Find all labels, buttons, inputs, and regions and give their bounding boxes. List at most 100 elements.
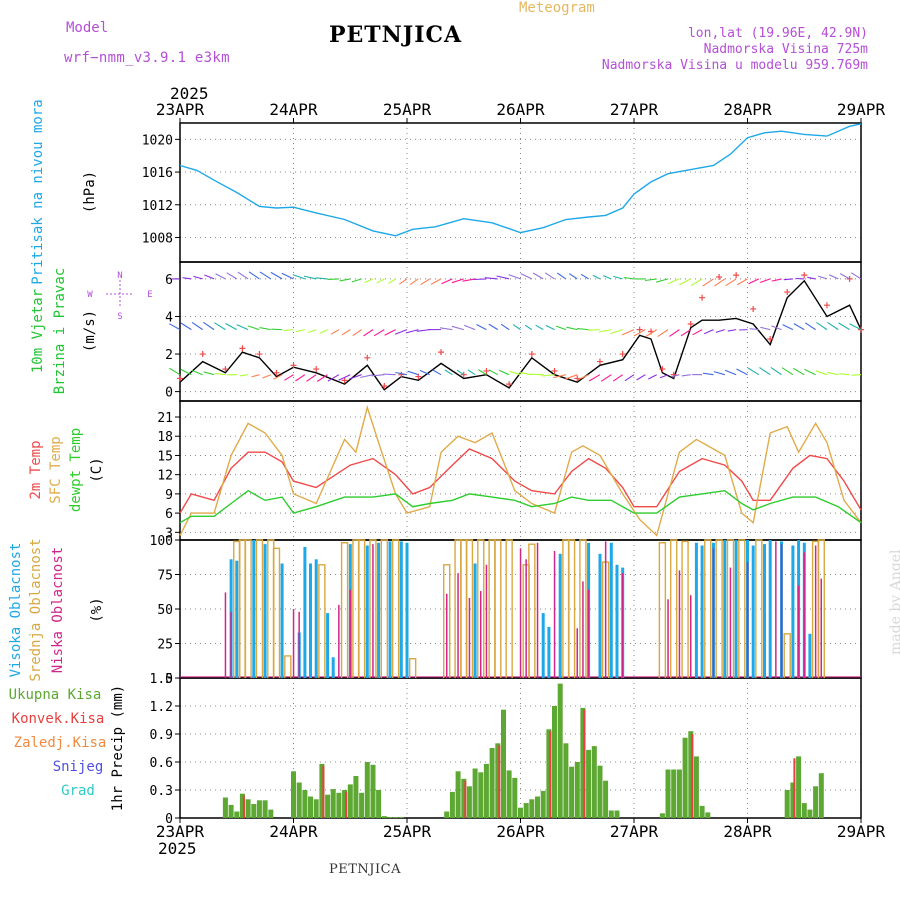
wind-marker <box>636 326 643 333</box>
wind-arrow <box>512 324 521 331</box>
compass-n: N <box>117 271 122 281</box>
wind-marker <box>716 274 723 281</box>
wind-arrow <box>520 273 533 280</box>
wind-arrow <box>680 329 692 337</box>
wind-arrow <box>262 374 272 379</box>
wind-arrow <box>702 372 714 376</box>
wind-arrow <box>496 275 510 280</box>
temp2m-line <box>179 448 862 514</box>
cloud-high-bar <box>768 540 772 678</box>
cloud-low-label: Niska Oblacnost <box>50 547 66 673</box>
cloud-low-bar <box>780 544 783 678</box>
precip-total-bar <box>659 813 665 818</box>
precip-total-bar <box>682 737 688 818</box>
wind-arrow <box>338 374 351 381</box>
wind-arrow <box>214 322 226 331</box>
wind-arrow <box>215 273 226 280</box>
precip-total-bar <box>370 764 376 818</box>
cloud-high-bar <box>723 540 727 678</box>
wind-marker <box>341 377 348 384</box>
wind-arrow <box>247 325 260 331</box>
wind-arrow <box>817 275 828 280</box>
wind-arrow <box>351 278 362 283</box>
wind-arrow <box>645 329 657 337</box>
cloud-high-bar <box>700 545 704 678</box>
wind-arrow <box>202 321 215 331</box>
precip-conv-bar <box>549 731 552 818</box>
wind-arrow <box>498 369 510 376</box>
wind-arrow <box>553 374 567 379</box>
wind-arrow <box>180 322 192 331</box>
cloud-high-bar <box>808 633 812 678</box>
wind-arrow <box>341 329 351 336</box>
cloud-mid-bar <box>715 539 723 678</box>
cloud-mid-bar <box>408 657 417 678</box>
wind-arrow <box>476 324 487 331</box>
x-tick-label-top: 23APR <box>156 100 205 119</box>
precip-legend-1: Konvek.Kisa <box>12 711 105 727</box>
wind-arrow <box>405 329 419 334</box>
cloud-high-bar <box>763 544 766 678</box>
wind-arrow <box>180 368 192 376</box>
wind-arrow <box>251 374 260 378</box>
cloud-high-bar <box>309 563 312 678</box>
wind-arrow <box>409 278 419 286</box>
wind-arrow <box>681 374 691 377</box>
temp2m-label: 2m Temp <box>28 440 44 499</box>
wind-arrow <box>273 374 283 380</box>
page-title: PETNJICA <box>329 22 463 48</box>
wind-arrow <box>679 278 692 286</box>
y-tick-label: 0 <box>165 672 173 687</box>
cloud-high-bar <box>751 545 755 678</box>
precip-total-bar <box>813 786 819 818</box>
product-title: Meteogram <box>519 0 595 16</box>
cloud-high-bar <box>303 546 307 678</box>
cloud-low-bar <box>820 578 822 678</box>
wind-arrow <box>804 322 816 331</box>
wind-arrow <box>248 271 260 280</box>
y-tick-label: 21 <box>157 411 173 426</box>
precip-total-bar <box>359 792 365 818</box>
cloud-high-bar <box>235 560 239 678</box>
precip-total-bar <box>807 809 813 818</box>
precip-total-bar <box>347 784 353 818</box>
cloud-mid-bar <box>738 539 746 678</box>
wind-arrow <box>713 371 725 376</box>
y-tick-label: 1020 <box>142 133 173 148</box>
precip-total-bar <box>376 790 382 818</box>
wind-arrow <box>807 276 816 280</box>
wind-marker <box>687 320 694 327</box>
cloud-mid-bar <box>783 633 791 678</box>
wind-arrow <box>419 369 430 376</box>
y-tick-label: 2 <box>165 348 173 363</box>
precip-label: 1hr Precip (mm) <box>110 685 126 811</box>
precip-total-bar <box>393 817 399 818</box>
precip-total-bar <box>302 790 308 818</box>
precip-total-bar <box>444 811 450 818</box>
precip-total-bar <box>330 789 336 818</box>
wind-arrow <box>407 370 419 376</box>
wind-arrow <box>439 327 453 331</box>
cloud-low-bar <box>349 589 351 678</box>
precip-conv-bar <box>464 780 467 818</box>
precip-total-bar <box>268 809 274 818</box>
wind-arrow <box>759 367 771 376</box>
wind-arrow <box>484 277 498 280</box>
wind-arrow <box>462 278 476 282</box>
wind-arrow <box>748 278 760 285</box>
wind-arrow <box>330 329 340 335</box>
cloud-mid-bar <box>318 564 326 678</box>
coords-label: lon,lat (19.96E, 42.9N) <box>687 26 868 41</box>
wind-arrow <box>610 329 623 335</box>
wind-arrow <box>295 329 305 333</box>
wind-arrow <box>236 324 249 331</box>
precip-total-bar <box>574 762 580 818</box>
wind-marker <box>801 272 808 279</box>
wind-arrow <box>203 371 215 376</box>
precip-conv-bar <box>691 734 694 818</box>
compass-rose <box>106 280 134 308</box>
wind-marker <box>398 371 405 378</box>
year-top: 2025 <box>170 84 209 103</box>
wind-arrow <box>633 329 646 337</box>
wind-arrow <box>373 329 385 337</box>
